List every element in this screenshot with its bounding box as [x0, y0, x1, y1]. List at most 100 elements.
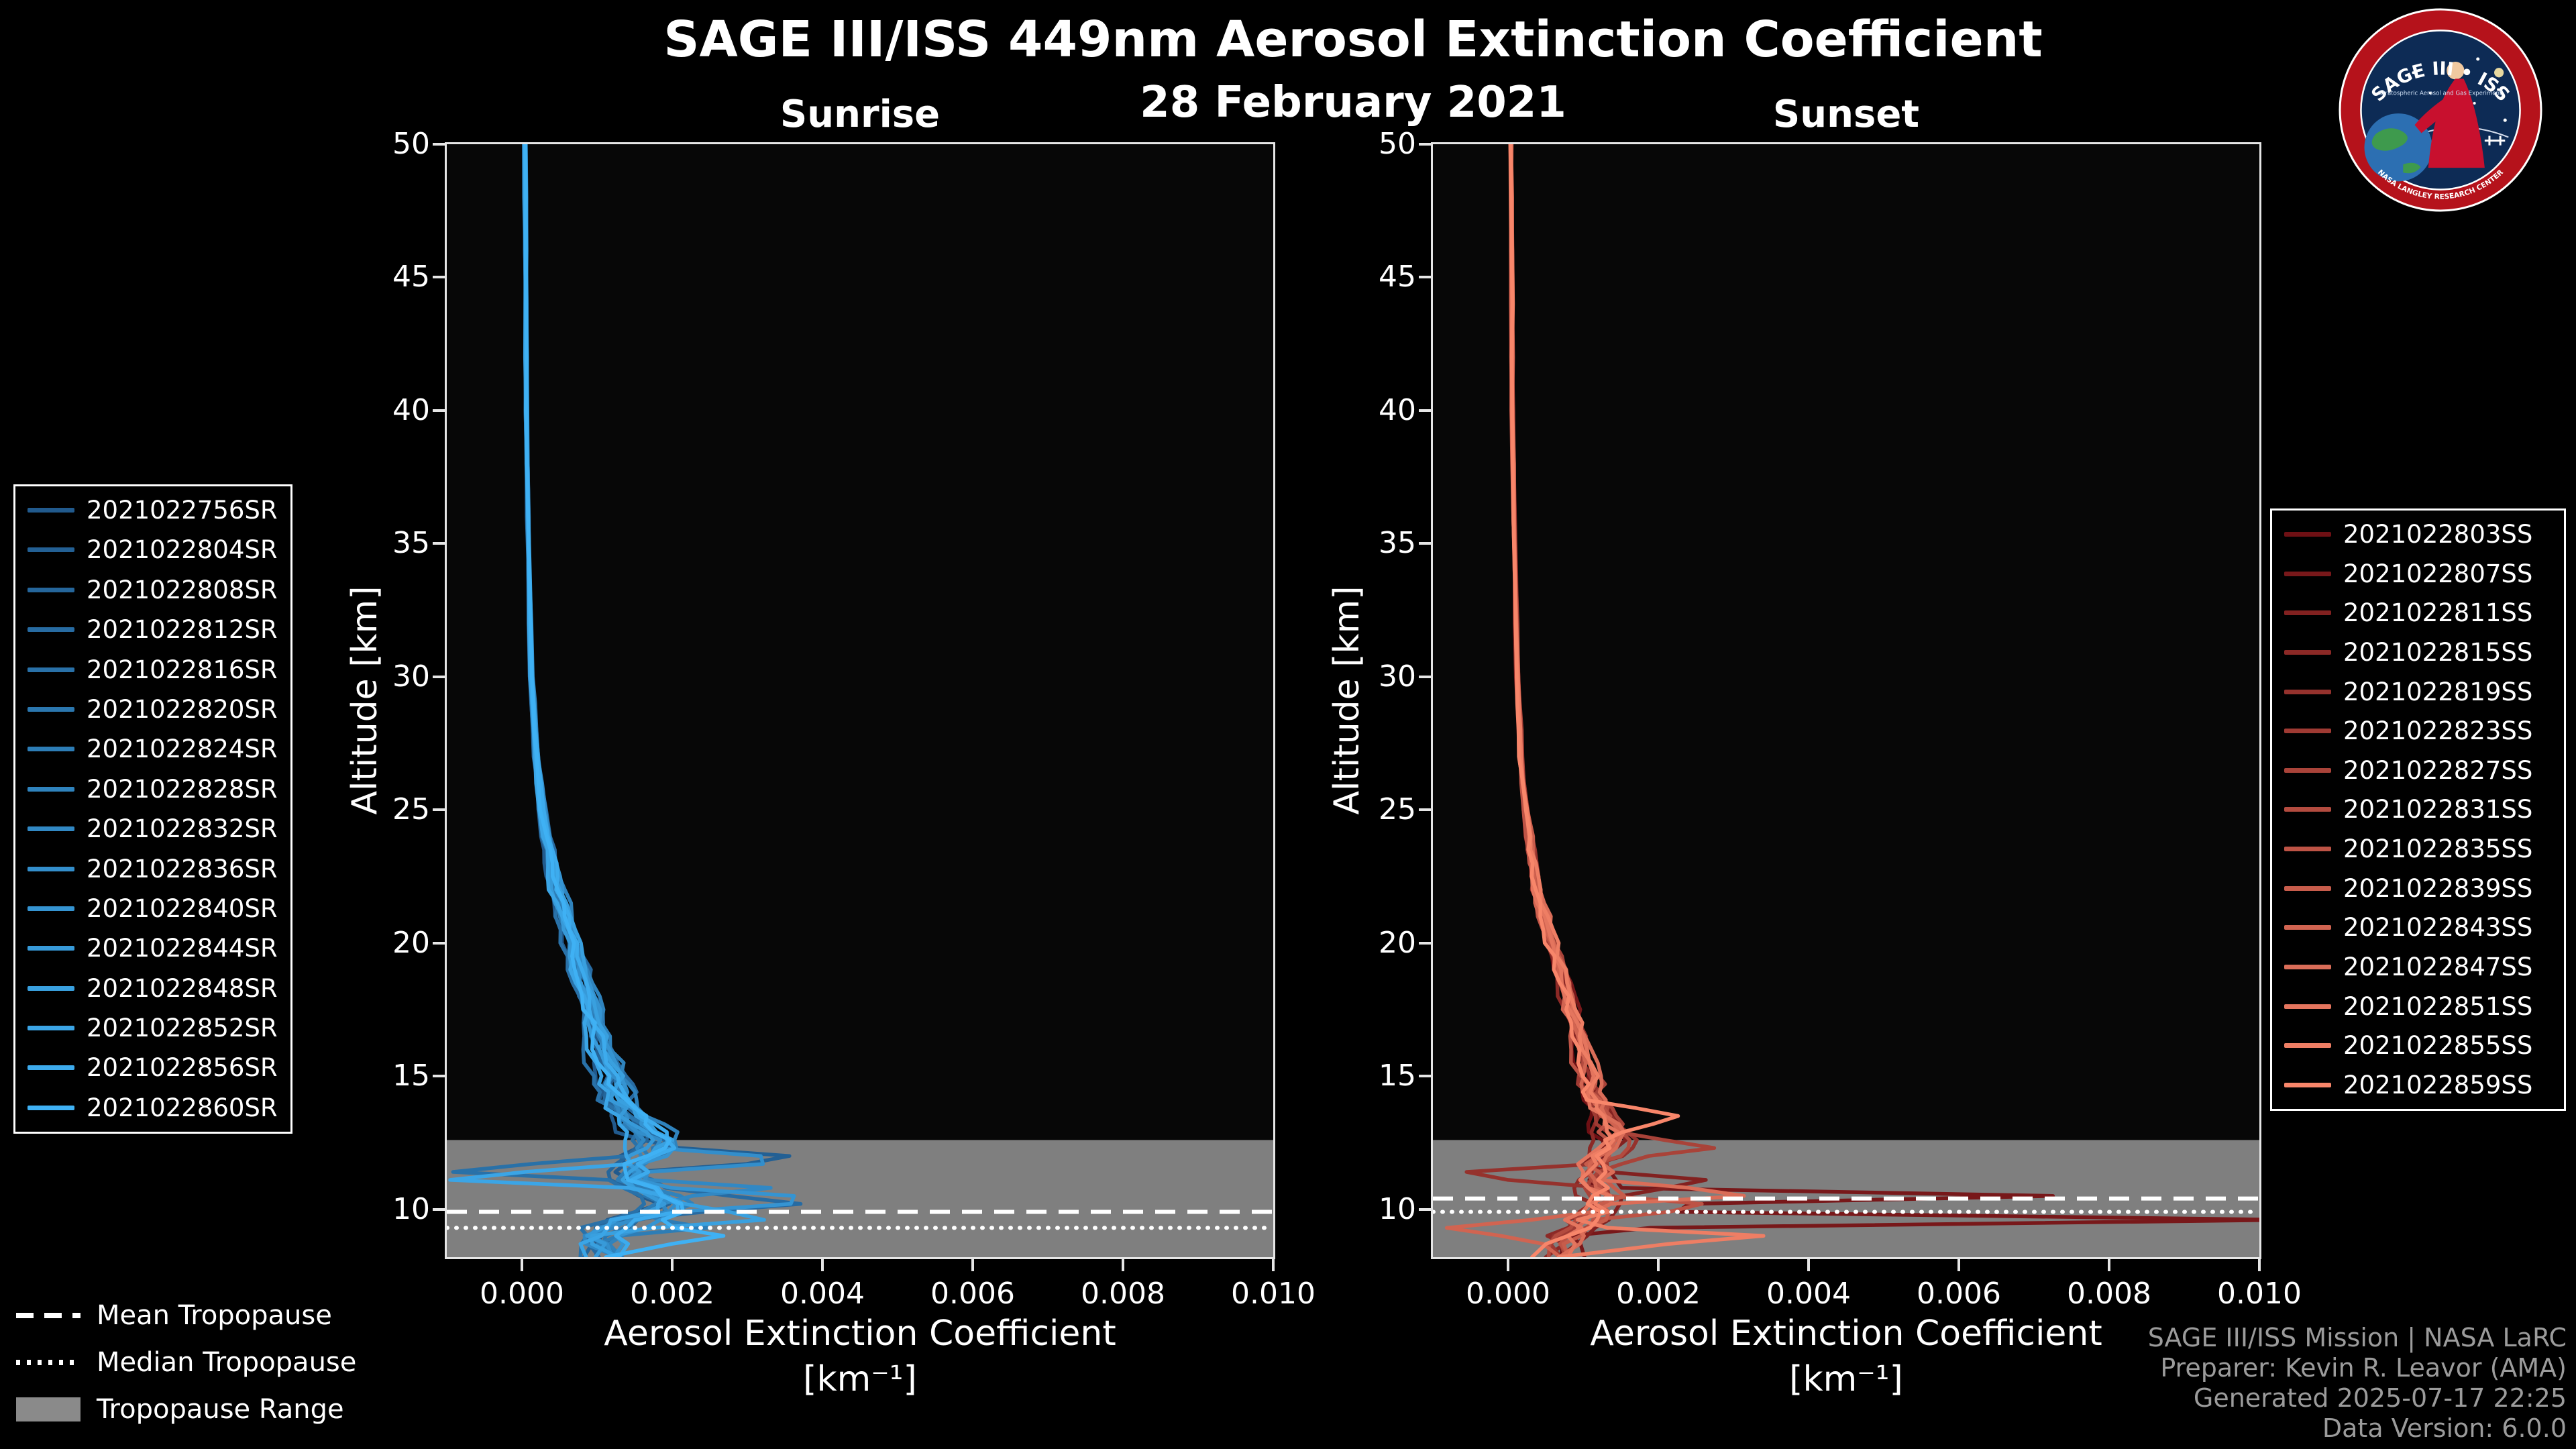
- legend-item: 2021022831SS: [2279, 795, 2557, 824]
- y-tick-label: 15: [1379, 1059, 1416, 1093]
- legend-line-swatch: [28, 706, 74, 712]
- credits: SAGE III/ISS Mission | NASA LaRC Prepare…: [2148, 1323, 2567, 1444]
- y-tick-mark: [433, 276, 445, 279]
- legend-line-swatch: [28, 508, 74, 513]
- legend-item: 2021022828SR: [22, 775, 284, 804]
- profile-line-2021022835SS: [1508, 144, 1704, 1257]
- profile-line-2021022839SS: [1509, 144, 1627, 1257]
- mean-tropopause-label: Mean Tropopause: [97, 1300, 332, 1331]
- y-tick-label: 35: [1379, 526, 1416, 561]
- profile-line-2021022831SS: [1509, 144, 1632, 1257]
- legend-label: 2021022844SR: [87, 934, 278, 963]
- figure-date: 28 February 2021: [1140, 78, 1566, 127]
- legend-label: 2021022852SR: [87, 1014, 278, 1043]
- x-tick-label: 0.004: [780, 1277, 865, 1311]
- tropopause-range-legend-item: Tropopause Range: [16, 1394, 356, 1425]
- x-tick-label: 0.000: [480, 1277, 564, 1311]
- y-tick-label: 20: [1379, 925, 1416, 960]
- legend-item: 2021022816SR: [22, 655, 284, 684]
- legend-item: 2021022812SR: [22, 615, 284, 644]
- y-tick-label: 30: [1379, 659, 1416, 694]
- y-tick-label: 45: [1379, 260, 1416, 294]
- legend-line-swatch: [2284, 885, 2331, 891]
- legend-item: 2021022835SS: [2279, 835, 2557, 863]
- tropopause-legend: Mean Tropopause Median Tropopause Tropop…: [16, 1300, 356, 1425]
- legend-label: 2021022827SS: [2343, 755, 2533, 785]
- legend-label: 2021022855SS: [2343, 1031, 2533, 1061]
- credit-line-version: Data Version: 6.0.0: [2322, 1413, 2567, 1443]
- tropopause-range-swatch: [16, 1397, 80, 1421]
- x-tick-mark: [1807, 1259, 1810, 1271]
- legend-line-swatch: [2284, 649, 2331, 655]
- legend-item: 2021022827SS: [2279, 756, 2557, 785]
- mean-tropopause-legend-item: Mean Tropopause: [16, 1300, 356, 1331]
- sunset-y-axis-label: Altitude [km]: [1327, 586, 1367, 815]
- y-tick-label: 10: [392, 1191, 430, 1226]
- sunset-chart: [1433, 144, 2259, 1257]
- credit-line-mission: SAGE III/ISS Mission | NASA LaRC: [2147, 1323, 2567, 1352]
- legend-item: 2021022844SR: [22, 934, 284, 963]
- x-tick-label: 0.008: [1081, 1277, 1165, 1311]
- legend-item: 2021022804SR: [22, 535, 284, 564]
- logo-earth: [2364, 113, 2432, 182]
- legend-label: 2021022807SS: [2343, 559, 2533, 588]
- legend-label: 2021022811SS: [2343, 598, 2533, 628]
- legend-line-swatch: [2284, 1004, 2331, 1009]
- y-tick-label: 50: [392, 127, 430, 161]
- legend-line-swatch: [2284, 571, 2331, 576]
- legend-item: 2021022808SR: [22, 576, 284, 604]
- credit-line-preparer: Preparer: Kevin R. Leavor (AMA): [2160, 1353, 2567, 1383]
- legend-item: 2021022756SR: [22, 496, 284, 525]
- y-tick-label: 15: [392, 1059, 430, 1093]
- legend-label: 2021022808SR: [87, 575, 278, 604]
- y-tick-mark: [1419, 1208, 1431, 1211]
- y-tick-mark: [433, 143, 445, 146]
- legend-line-swatch: [28, 1065, 74, 1071]
- median-tropopause-label: Median Tropopause: [97, 1347, 357, 1378]
- legend-label: 2021022856SR: [87, 1053, 278, 1083]
- legend-label: 2021022824SR: [87, 735, 278, 764]
- sage-logo-svg: SAGE III • ISS Stratospheric Aerosol and…: [2339, 8, 2542, 212]
- y-tick-mark: [1419, 1075, 1431, 1078]
- x-tick-mark: [521, 1259, 523, 1271]
- legend-item: 2021022824SR: [22, 735, 284, 763]
- x-tick-mark: [1657, 1259, 1660, 1271]
- legend-line-swatch: [28, 906, 74, 911]
- legend-item: 2021022839SS: [2279, 874, 2557, 903]
- legend-item: 2021022856SR: [22, 1053, 284, 1082]
- profile-line-2021022756SR: [522, 144, 663, 1257]
- mean-tropopause-swatch: [16, 1313, 80, 1318]
- legend-item: 2021022820SR: [22, 695, 284, 724]
- legend-item: 2021022848SR: [22, 974, 284, 1003]
- x-tick-label: 0.004: [1766, 1277, 1851, 1311]
- x-tick-mark: [671, 1259, 674, 1271]
- legend-label: 2021022819SS: [2343, 677, 2533, 706]
- legend-line-swatch: [28, 667, 74, 672]
- legend-label: 2021022840SR: [87, 894, 278, 923]
- legend-label: 2021022804SR: [87, 535, 278, 565]
- y-tick-mark: [433, 1075, 445, 1078]
- legend-line-swatch: [28, 866, 74, 871]
- x-tick-mark: [821, 1259, 824, 1271]
- sunrise-panel-title: Sunrise: [780, 93, 941, 136]
- logo-stars: [2412, 57, 2507, 122]
- y-tick-mark: [1419, 808, 1431, 812]
- legend-line-swatch: [28, 826, 74, 832]
- legend-line-swatch: [2284, 925, 2331, 930]
- sunrise-x-axis-label: Aerosol Extinction Coefficient: [604, 1313, 1116, 1354]
- sunset-x-axis-unit: [km⁻¹]: [1789, 1359, 1903, 1399]
- x-tick-mark: [2108, 1259, 2110, 1271]
- legend-label: 2021022815SS: [2343, 637, 2533, 667]
- x-tick-mark: [2258, 1259, 2261, 1271]
- sunrise-x-axis-unit: [km⁻¹]: [803, 1359, 917, 1399]
- y-tick-label: 20: [392, 925, 430, 960]
- x-tick-label: 0.000: [1466, 1277, 1550, 1311]
- legend-item: 2021022860SR: [22, 1093, 284, 1122]
- profile-line-2021022804SR: [523, 144, 792, 1257]
- legend-line-swatch: [2284, 1082, 2331, 1087]
- legend-item: 2021022840SR: [22, 894, 284, 923]
- legend-label: 2021022812SR: [87, 615, 278, 645]
- logo-subtitle: Stratospheric Aerosol and Gas Experiment: [2379, 91, 2502, 97]
- legend-label: 2021022823SS: [2343, 716, 2533, 746]
